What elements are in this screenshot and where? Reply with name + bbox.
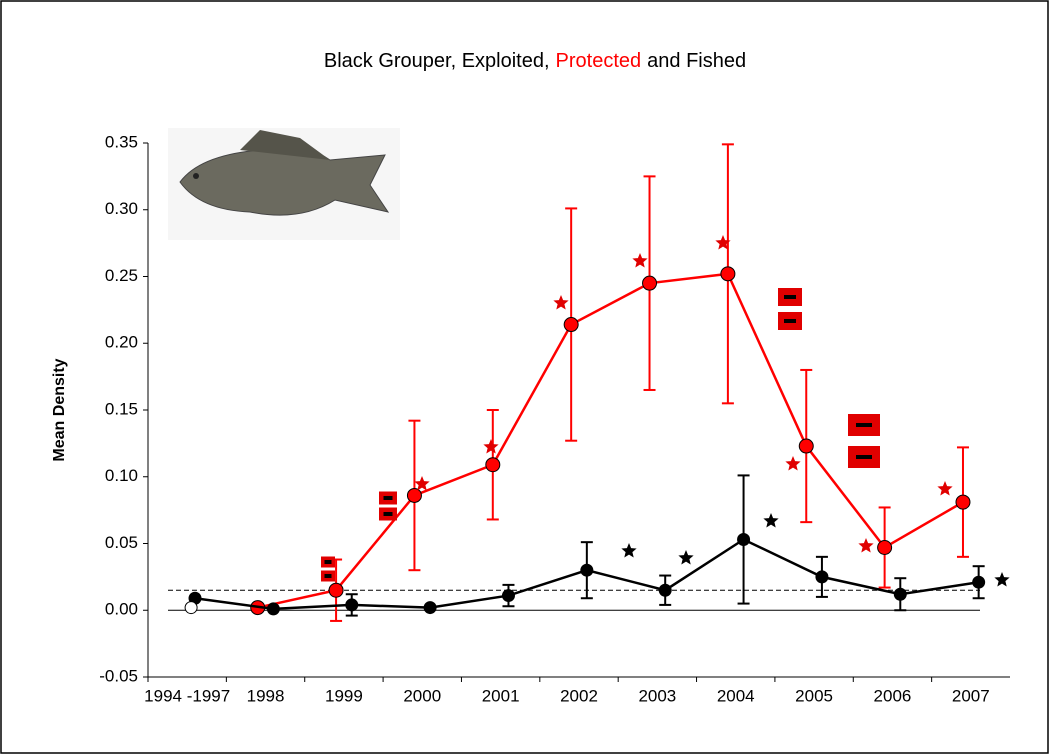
title-part: and Fished [647, 50, 746, 72]
data-point [973, 576, 985, 588]
y-tick-label: 0.30 [105, 199, 138, 218]
y-tick-label: 0.10 [105, 466, 138, 485]
chart: Black Grouper, Exploited, Protectedand Fi… [0, 0, 1050, 755]
data-point [486, 458, 500, 472]
data-point [581, 564, 593, 576]
x-tick-label: 2006 [874, 686, 912, 705]
y-tick-label: 0.00 [105, 600, 138, 619]
y-axis-label: Mean Density [51, 358, 68, 461]
data-point [329, 583, 343, 597]
x-tick-label: 1994 -1997 [144, 686, 230, 705]
y-tick-label: -0.05 [99, 666, 138, 685]
data-point [407, 488, 421, 502]
data-point [267, 603, 279, 615]
y-tick-label: 0.25 [105, 266, 138, 285]
x-tick-label: 2007 [952, 686, 990, 705]
data-point [894, 588, 906, 600]
x-tick-label: 2004 [717, 686, 755, 705]
difference-dash [856, 455, 872, 459]
difference-dash [325, 560, 332, 564]
x-tick-label: 1999 [325, 686, 363, 705]
title-part: Black Grouper, Exploited, [324, 50, 550, 72]
y-tick-label: 0.35 [105, 132, 138, 151]
data-point [424, 602, 436, 614]
y-tick-label: 0.20 [105, 333, 138, 352]
data-point [721, 267, 735, 281]
x-tick-label: 2001 [482, 686, 520, 705]
difference-dash [325, 574, 332, 578]
difference-dash [384, 512, 393, 516]
data-point [346, 599, 358, 611]
data-point [816, 571, 828, 583]
data-point [878, 541, 892, 555]
data-point [564, 318, 578, 332]
title-part: Protected [556, 50, 642, 72]
data-point [185, 602, 197, 614]
x-tick-label: 2005 [795, 686, 833, 705]
x-tick-label: 2000 [403, 686, 441, 705]
x-tick-label: 2002 [560, 686, 598, 705]
data-point [738, 533, 750, 545]
data-point [956, 495, 970, 509]
difference-dash [784, 295, 796, 299]
fish-picture [168, 128, 400, 240]
difference-dash [856, 423, 872, 427]
data-point [502, 590, 514, 602]
data-point [643, 276, 657, 290]
y-tick-label: 0.05 [105, 533, 138, 552]
difference-dash [384, 496, 393, 500]
data-point [799, 439, 813, 453]
frame [1, 1, 1048, 753]
difference-dash [784, 319, 796, 323]
y-tick-label: 0.15 [105, 399, 138, 418]
x-tick-label: 1998 [247, 686, 285, 705]
data-point [659, 584, 671, 596]
x-tick-label: 2003 [638, 686, 676, 705]
